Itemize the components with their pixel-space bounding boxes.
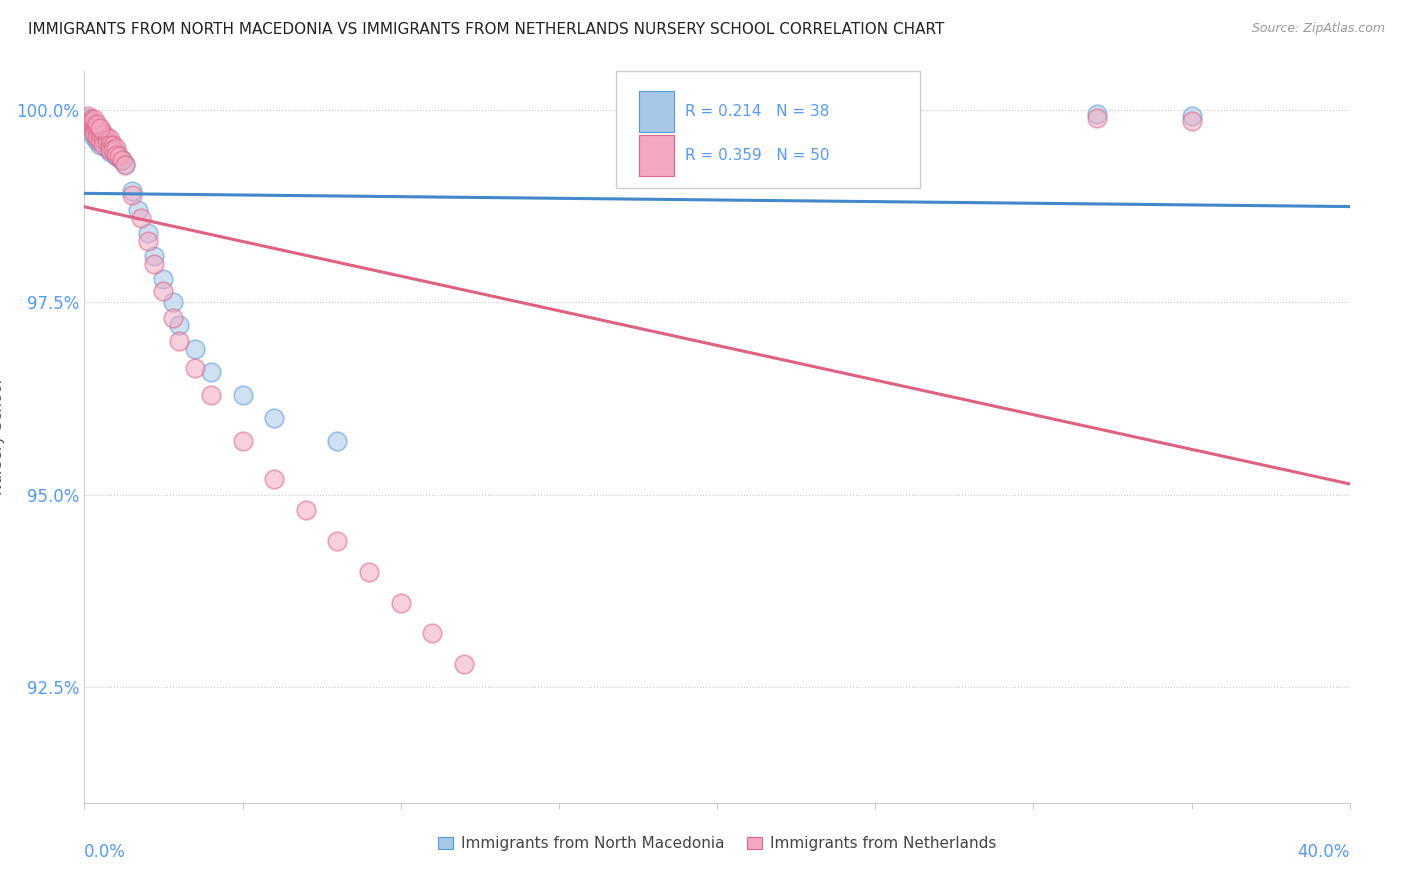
Point (76, 109, 98, 123)
Point (79, 115, 103, 129)
Point (101, 141, 124, 155)
Point (184, 360, 207, 375)
Point (86, 120, 108, 134)
Point (1180, 114, 1202, 128)
Point (114, 158, 136, 172)
FancyBboxPatch shape (616, 71, 920, 188)
Point (93, 135, 115, 149)
Point (169, 334, 191, 348)
Point (86, 124, 108, 138)
Point (98, 137, 121, 152)
Point (1085, 106, 1108, 120)
Point (108, 149, 131, 163)
Point (79, 112, 103, 127)
Point (422, 626, 444, 640)
Point (152, 272, 174, 286)
Point (83, 128, 105, 142)
Point (93, 137, 115, 152)
Point (108, 151, 131, 165)
Point (1180, 109, 1202, 123)
Point (1085, 111, 1108, 125)
Point (96, 141, 118, 155)
Text: R = 0.214   N = 38: R = 0.214 N = 38 (686, 104, 830, 120)
Point (89, 134, 111, 148)
Text: R = 0.359   N = 50: R = 0.359 N = 50 (686, 148, 830, 163)
Point (200, 365, 222, 379)
Point (200, 388, 222, 402)
Point (114, 157, 136, 171)
Point (326, 434, 349, 448)
Point (231, 434, 254, 448)
Text: 40.0%: 40.0% (1298, 843, 1350, 861)
Point (79, 118, 103, 132)
Point (111, 153, 134, 167)
Point (98, 137, 121, 152)
Point (162, 295, 184, 310)
Point (89, 137, 111, 152)
Y-axis label: Nursery School: Nursery School (0, 379, 6, 495)
Point (86, 117, 108, 131)
Point (89, 126, 111, 140)
Point (96, 129, 118, 144)
Point (83, 112, 105, 127)
Point (326, 534, 349, 549)
Point (127, 202, 149, 217)
Point (86, 129, 108, 144)
Point (105, 147, 127, 161)
FancyBboxPatch shape (638, 92, 673, 132)
Point (89, 128, 111, 142)
Point (105, 141, 127, 155)
Point (98, 132, 121, 146)
Point (169, 318, 191, 333)
Point (136, 234, 159, 248)
Point (263, 410, 285, 425)
Point (86, 128, 108, 142)
Point (96, 135, 118, 149)
Point (111, 153, 134, 167)
Point (152, 284, 174, 298)
Point (101, 137, 124, 152)
Point (93, 126, 115, 140)
Point (98, 143, 121, 157)
Point (76, 111, 98, 125)
Point (105, 149, 127, 163)
Point (184, 342, 207, 356)
Point (453, 657, 475, 672)
Point (83, 124, 105, 138)
Point (83, 122, 105, 136)
Point (83, 121, 105, 136)
Point (89, 134, 111, 148)
Point (143, 249, 166, 263)
Point (79, 114, 103, 128)
Point (93, 129, 115, 144)
Point (83, 126, 105, 140)
Point (121, 184, 143, 198)
Point (86, 134, 108, 148)
Point (93, 132, 115, 146)
Point (83, 129, 105, 144)
Point (83, 118, 105, 132)
Point (89, 121, 111, 136)
Point (98, 145, 121, 160)
Point (162, 310, 184, 325)
Point (389, 596, 412, 610)
Point (89, 122, 111, 136)
Point (86, 122, 108, 136)
Legend: Immigrants from North Macedonia, Immigrants from Netherlands: Immigrants from North Macedonia, Immigra… (432, 830, 1002, 857)
Point (121, 187, 143, 202)
Point (136, 226, 159, 240)
Text: 0.0%: 0.0% (84, 843, 127, 861)
Point (357, 565, 380, 579)
Point (295, 503, 318, 517)
Point (96, 134, 118, 148)
Point (105, 145, 127, 160)
Point (231, 388, 254, 402)
Text: IMMIGRANTS FROM NORTH MACEDONIA VS IMMIGRANTS FROM NETHERLANDS NURSERY SCHOOL CO: IMMIGRANTS FROM NORTH MACEDONIA VS IMMIG… (28, 22, 945, 37)
Point (143, 257, 166, 271)
Text: Source: ZipAtlas.com: Source: ZipAtlas.com (1251, 22, 1385, 36)
Point (263, 472, 285, 486)
Point (101, 143, 124, 157)
FancyBboxPatch shape (638, 136, 673, 176)
Point (129, 211, 153, 225)
